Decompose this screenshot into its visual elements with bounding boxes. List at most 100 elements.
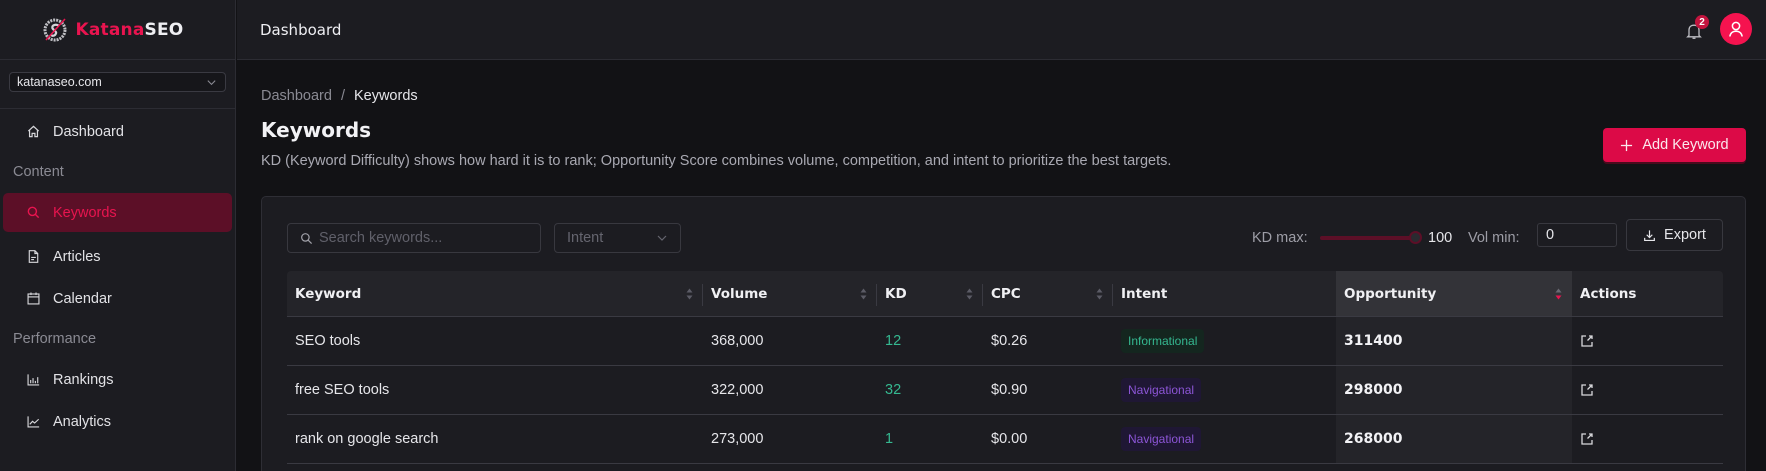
sidebar: KatanaSEO katanaseo.com Dashboard Conten… — [0, 0, 236, 471]
site-selector[interactable]: katanaseo.com — [9, 72, 226, 92]
breadcrumb-current: Keywords — [353, 88, 418, 104]
intent-select-placeholder: Intent — [567, 230, 604, 246]
calendar-icon — [27, 292, 40, 305]
search-input[interactable] — [319, 230, 529, 246]
chevron-down-icon — [657, 235, 667, 241]
katana-logo-icon — [43, 17, 67, 41]
column-header-kd[interactable]: KD — [877, 271, 983, 316]
cell-cpc: $0.90 — [991, 382, 1028, 398]
home-icon — [27, 125, 40, 138]
column-header-cpc[interactable]: CPC — [983, 271, 1113, 316]
sidebar-item-rankings[interactable]: Rankings — [3, 360, 232, 399]
table-header: Keyword Volume KD CPC — [287, 271, 1723, 317]
sidebar-item-label: Articles — [53, 248, 101, 265]
sort-icon — [686, 288, 693, 300]
keywords-table: Keyword Volume KD CPC — [287, 271, 1723, 464]
sidebar-item-dashboard[interactable]: Dashboard — [3, 112, 232, 151]
cell-volume: 322,000 — [711, 382, 764, 398]
sidebar-item-label: Calendar — [53, 290, 112, 307]
external-link-icon[interactable] — [1580, 334, 1594, 348]
sidebar-item-label: Dashboard — [53, 123, 124, 140]
vol-min-input[interactable] — [1537, 223, 1617, 247]
cell-kd: 1 — [885, 431, 894, 447]
document-icon — [28, 250, 39, 263]
search-icon — [301, 232, 313, 244]
notification-count-badge: 2 — [1695, 15, 1709, 29]
user-icon — [1729, 21, 1743, 37]
kd-max-value: 100 — [1428, 230, 1453, 246]
cell-intent: Informational — [1113, 317, 1336, 365]
sidebar-item-calendar[interactable]: Calendar — [3, 279, 232, 318]
intent-badge: Navigational — [1121, 378, 1202, 402]
cell-opportunity: 311400 — [1336, 317, 1572, 365]
bar-chart-icon — [27, 374, 40, 386]
topbar-title: Dashboard — [260, 20, 342, 39]
external-link-icon[interactable] — [1580, 432, 1594, 446]
logo[interactable]: KatanaSEO — [0, 0, 235, 60]
intent-badge: Informational — [1121, 329, 1205, 353]
cell-kd: 32 — [885, 382, 902, 398]
table-row: free SEO tools 322,000 32 $0.90 Navigati… — [287, 366, 1723, 415]
sidebar-nav: Dashboard Content Keywords Articles Cale… — [0, 112, 235, 441]
export-button[interactable]: Export — [1626, 219, 1723, 251]
sort-icon — [1096, 288, 1103, 300]
cell-keyword: free SEO tools — [295, 382, 390, 398]
table-row: SEO tools 368,000 12 $0.26 Informational… — [287, 317, 1723, 366]
vol-min-label: Vol min: — [1468, 230, 1520, 246]
add-keyword-label: Add Keyword — [1642, 137, 1729, 153]
table-row: rank on google search 273,000 1 $0.00 Na… — [287, 415, 1723, 464]
sort-icon — [860, 288, 867, 300]
brand-name: KatanaSEO — [75, 19, 184, 40]
column-header-keyword[interactable]: Keyword — [287, 271, 703, 316]
search-field[interactable] — [287, 223, 541, 253]
sidebar-item-label: Keywords — [53, 204, 117, 221]
notifications-button[interactable]: 2 — [1684, 15, 1709, 40]
cell-actions — [1572, 366, 1723, 414]
cell-keyword: rank on google search — [295, 431, 439, 447]
sidebar-section-performance: Performance — [13, 331, 97, 347]
sidebar-item-articles[interactable]: Articles — [3, 237, 232, 276]
add-keyword-button[interactable]: Add Keyword — [1603, 128, 1746, 162]
site-selector-value: katanaseo.com — [17, 75, 102, 89]
intent-badge: Navigational — [1121, 427, 1202, 451]
sidebar-section-content: Content — [13, 164, 64, 180]
cell-opportunity: 298000 — [1336, 366, 1572, 414]
kd-slider-thumb[interactable] — [1409, 231, 1422, 244]
download-icon — [1644, 229, 1655, 241]
cell-opportunity: 268000 — [1336, 415, 1572, 463]
kd-slider-track — [1320, 236, 1412, 240]
cell-cpc: $0.26 — [991, 333, 1028, 349]
kd-max-label: KD max: — [1252, 230, 1308, 246]
column-header-volume[interactable]: Volume — [703, 271, 877, 316]
column-header-opportunity[interactable]: Opportunity — [1336, 271, 1572, 316]
cell-actions — [1572, 317, 1723, 365]
breadcrumb-separator: / — [340, 88, 345, 104]
external-link-icon[interactable] — [1580, 383, 1594, 397]
sidebar-item-label: Rankings — [53, 371, 114, 388]
topbar: Dashboard 2 — [237, 0, 1766, 60]
column-header-intent: Intent — [1121, 285, 1168, 302]
cell-cpc: $0.00 — [991, 431, 1028, 447]
sidebar-item-analytics[interactable]: Analytics — [3, 402, 232, 441]
kd-max-slider[interactable] — [1320, 231, 1422, 244]
cell-intent: Navigational — [1113, 366, 1336, 414]
sort-desc-icon — [1555, 288, 1562, 300]
user-avatar-button[interactable] — [1720, 13, 1752, 45]
page-title: Keywords — [261, 118, 372, 142]
breadcrumb-dashboard-link[interactable]: Dashboard — [261, 88, 332, 104]
intent-filter-select[interactable]: Intent — [554, 223, 681, 253]
bell-icon — [1686, 24, 1702, 39]
chevron-down-icon — [207, 79, 216, 85]
line-chart-icon — [27, 416, 40, 428]
cell-intent: Navigational — [1113, 415, 1336, 463]
cell-kd: 12 — [885, 333, 902, 349]
export-label: Export — [1664, 227, 1706, 243]
cell-volume: 273,000 — [711, 431, 764, 447]
keywords-card: Intent KD max: 100 Vol min: Export Keywo… — [261, 196, 1746, 471]
cell-keyword: SEO tools — [295, 333, 361, 349]
sidebar-item-keywords[interactable]: Keywords — [3, 193, 232, 232]
plus-icon — [1621, 139, 1633, 151]
sort-icon — [966, 288, 973, 300]
cell-actions — [1572, 415, 1723, 463]
column-header-actions: Actions — [1580, 285, 1637, 302]
